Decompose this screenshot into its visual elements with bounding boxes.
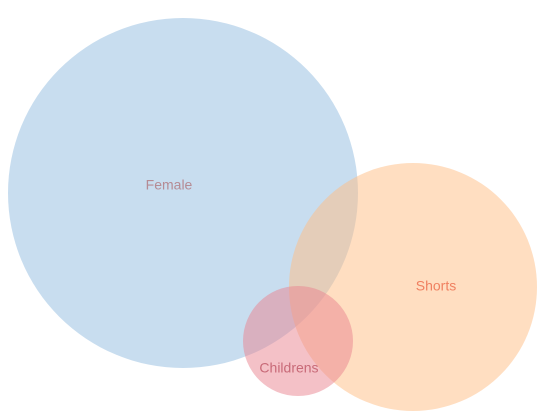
set-label-childrens: Childrens (259, 360, 318, 376)
set-female[interactable] (8, 18, 358, 368)
set-label-shorts: Shorts (416, 278, 456, 294)
set-label-female: Female (146, 177, 193, 193)
set-childrens[interactable] (243, 286, 353, 396)
set-circle-childrens[interactable] (243, 286, 353, 396)
set-circle-female[interactable] (8, 18, 358, 368)
